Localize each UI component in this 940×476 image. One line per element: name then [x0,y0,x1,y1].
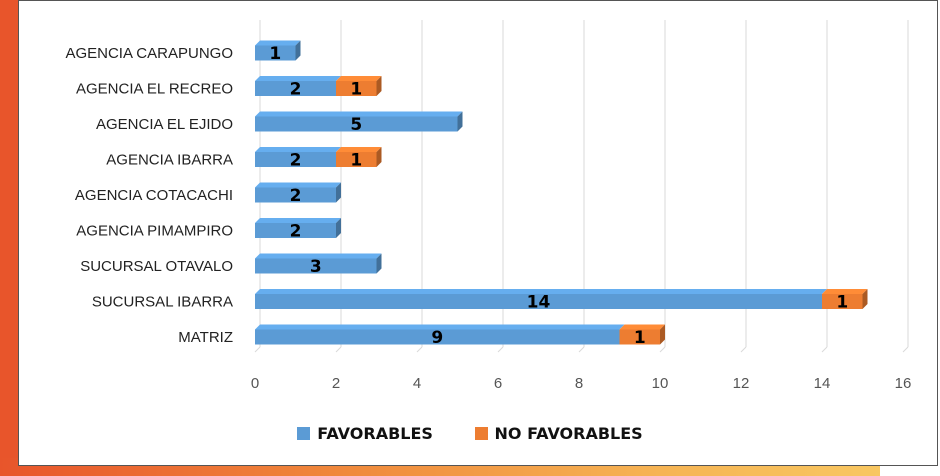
bar-favorables [255,152,336,167]
bar-top-face [255,40,301,46]
legend-item-favorables: FAVORABLES [297,424,433,443]
legend-item-no-favorables: NO FAVORABLES [474,424,643,443]
gridline-floor [578,346,585,353]
bar-top-face [255,111,463,117]
bar-no-favorables [822,294,863,309]
gridline-floor [254,346,261,353]
bar-top-face [255,147,341,152]
x-tick-label: 16 [895,375,912,392]
legend: FAVORABLES NO FAVORABLES [0,424,940,444]
category-label: AGENCIA COTACACHI [75,187,233,204]
bar-side-face [376,253,382,274]
gridline-floor [659,346,666,353]
x-tick-label: 4 [413,375,421,392]
gridline-floor [416,346,423,353]
bar-favorables [255,45,296,61]
bar-top-face [255,182,341,188]
data-label: 14 [527,293,551,313]
gridline-floor [497,346,504,353]
bar-favorables [255,329,620,345]
bar-favorables [255,223,336,238]
bar-top-face [822,289,868,294]
bar-side-face [336,218,341,238]
data-label: 1 [350,80,362,100]
bar-side-face [376,76,382,96]
x-tick-label: 8 [575,375,583,392]
data-label: 9 [431,328,443,348]
bar-top-face [255,76,341,81]
category-label: SUCURSAL IBARRA [92,294,233,311]
data-label: 2 [290,80,302,100]
bar-no-favorables [336,152,377,167]
legend-swatch-favorables [297,427,311,440]
x-tick-label: 14 [814,375,831,392]
frame-accent-left [0,0,18,476]
bar-side-face [295,40,301,61]
bar-top-face [255,253,382,259]
legend-label-favorables: FAVORABLES [317,424,433,443]
bar-no-favorables [336,81,377,96]
gridline-floor [902,346,909,353]
gridline-floor [740,346,747,353]
bar-side-face [660,324,665,345]
bar-favorables [255,187,336,203]
bar-favorables [255,258,377,274]
data-label: 1 [269,44,281,64]
legend-swatch-no-favorables [474,427,488,440]
x-tick-label: 10 [652,375,669,392]
category-label: MATRIZ [178,329,233,346]
data-label: 1 [634,328,646,348]
data-label: 1 [350,151,362,171]
bars [255,40,868,345]
x-tick-label: 6 [494,375,502,392]
category-label: AGENCIA EL EJIDO [96,116,233,133]
bar-side-face [336,182,341,203]
data-label: 5 [350,115,362,135]
bar-favorables [255,294,822,309]
bar-no-favorables [619,329,660,345]
bar-top-face [619,324,665,330]
category-label: AGENCIA EL RECREO [76,81,233,98]
bar-side-face [457,111,463,132]
x-tick-label: 2 [332,375,340,392]
x-tick-label: 12 [733,375,750,392]
chart-panel [18,0,938,466]
category-label: SUCURSAL OTAVALO [80,258,233,275]
data-label: 2 [290,186,302,206]
bar-favorables [255,116,458,132]
bar-side-face [376,147,382,167]
category-label: AGENCIA IBARRA [106,152,233,169]
bar-top-face [255,218,341,223]
bar-top-face [336,147,382,152]
bar-top-face [336,76,382,81]
data-label: 2 [290,222,302,242]
bar-top-face [255,289,827,294]
data-label: 2 [290,151,302,171]
data-label: 3 [310,257,322,277]
bar-top-face [255,324,625,330]
gridline-floor [335,346,342,353]
legend-label-no-favorables: NO FAVORABLES [494,424,643,443]
bar-favorables [255,81,336,96]
bar-side-face [862,289,868,309]
x-tick-label: 0 [251,375,259,392]
data-label: 1 [836,293,848,313]
category-label: AGENCIA CARAPUNGO [65,45,233,62]
category-label: AGENCIA PIMAMPIRO [76,223,233,240]
gridline-floor [821,346,828,353]
